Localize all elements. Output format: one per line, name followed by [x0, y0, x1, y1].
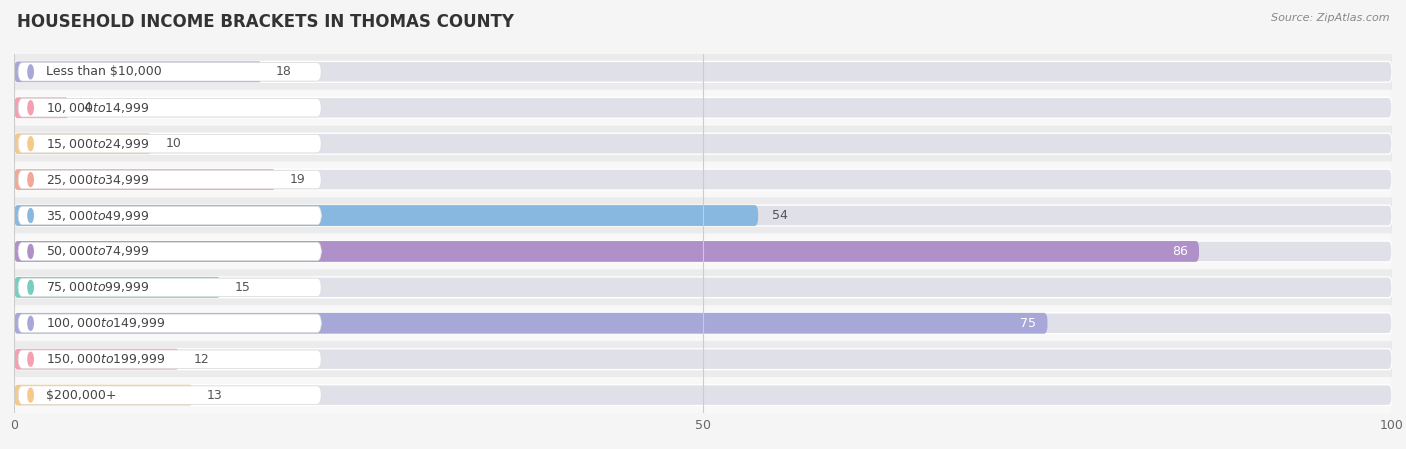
FancyBboxPatch shape — [18, 135, 322, 153]
Text: HOUSEHOLD INCOME BRACKETS IN THOMAS COUNTY: HOUSEHOLD INCOME BRACKETS IN THOMAS COUN… — [17, 13, 513, 31]
FancyBboxPatch shape — [14, 277, 1392, 298]
Text: 19: 19 — [290, 173, 305, 186]
FancyBboxPatch shape — [0, 126, 1406, 162]
FancyBboxPatch shape — [0, 90, 1406, 126]
Circle shape — [28, 352, 34, 366]
FancyBboxPatch shape — [18, 171, 322, 189]
Text: Source: ZipAtlas.com: Source: ZipAtlas.com — [1271, 13, 1389, 23]
FancyBboxPatch shape — [0, 54, 1406, 90]
FancyBboxPatch shape — [14, 313, 1047, 334]
FancyBboxPatch shape — [14, 169, 1392, 190]
Text: $50,000 to $74,999: $50,000 to $74,999 — [46, 244, 149, 259]
FancyBboxPatch shape — [18, 99, 322, 117]
Text: $10,000 to $14,999: $10,000 to $14,999 — [46, 101, 149, 115]
FancyBboxPatch shape — [14, 205, 758, 226]
Circle shape — [28, 101, 34, 115]
Circle shape — [28, 136, 34, 151]
FancyBboxPatch shape — [18, 207, 322, 224]
Text: 13: 13 — [207, 389, 222, 401]
FancyBboxPatch shape — [18, 63, 322, 81]
FancyBboxPatch shape — [14, 277, 221, 298]
Text: 75: 75 — [1021, 317, 1036, 330]
Text: 12: 12 — [193, 353, 209, 365]
FancyBboxPatch shape — [0, 305, 1406, 341]
Circle shape — [28, 208, 34, 223]
FancyBboxPatch shape — [14, 241, 1199, 262]
FancyBboxPatch shape — [0, 233, 1406, 269]
FancyBboxPatch shape — [14, 205, 1392, 226]
FancyBboxPatch shape — [18, 278, 322, 296]
Text: $100,000 to $149,999: $100,000 to $149,999 — [46, 316, 165, 330]
Text: 4: 4 — [83, 101, 91, 114]
Text: Less than $10,000: Less than $10,000 — [46, 66, 162, 78]
Circle shape — [28, 244, 34, 259]
Text: $25,000 to $34,999: $25,000 to $34,999 — [46, 172, 149, 187]
FancyBboxPatch shape — [0, 198, 1406, 233]
FancyBboxPatch shape — [14, 133, 1392, 154]
Circle shape — [28, 65, 34, 79]
FancyBboxPatch shape — [18, 314, 322, 332]
FancyBboxPatch shape — [18, 350, 322, 368]
FancyBboxPatch shape — [14, 62, 262, 82]
FancyBboxPatch shape — [14, 97, 69, 118]
Text: $200,000+: $200,000+ — [46, 389, 117, 401]
FancyBboxPatch shape — [14, 349, 180, 370]
Text: $35,000 to $49,999: $35,000 to $49,999 — [46, 208, 149, 223]
FancyBboxPatch shape — [18, 386, 322, 404]
FancyBboxPatch shape — [14, 385, 193, 405]
FancyBboxPatch shape — [14, 97, 1392, 118]
FancyBboxPatch shape — [14, 62, 1392, 82]
FancyBboxPatch shape — [14, 169, 276, 190]
FancyBboxPatch shape — [14, 133, 152, 154]
FancyBboxPatch shape — [14, 385, 1392, 405]
FancyBboxPatch shape — [18, 242, 322, 260]
Text: 86: 86 — [1173, 245, 1188, 258]
Circle shape — [28, 388, 34, 402]
Text: 10: 10 — [166, 137, 181, 150]
Text: 18: 18 — [276, 66, 291, 78]
FancyBboxPatch shape — [0, 269, 1406, 305]
FancyBboxPatch shape — [14, 349, 1392, 370]
FancyBboxPatch shape — [14, 313, 1392, 334]
FancyBboxPatch shape — [0, 341, 1406, 377]
Text: $75,000 to $99,999: $75,000 to $99,999 — [46, 280, 149, 295]
Text: 15: 15 — [235, 281, 250, 294]
Circle shape — [28, 172, 34, 187]
Circle shape — [28, 280, 34, 295]
FancyBboxPatch shape — [0, 162, 1406, 198]
FancyBboxPatch shape — [14, 241, 1392, 262]
Text: $150,000 to $199,999: $150,000 to $199,999 — [46, 352, 165, 366]
Text: 54: 54 — [772, 209, 787, 222]
Text: $15,000 to $24,999: $15,000 to $24,999 — [46, 136, 149, 151]
FancyBboxPatch shape — [0, 377, 1406, 413]
Circle shape — [28, 316, 34, 330]
